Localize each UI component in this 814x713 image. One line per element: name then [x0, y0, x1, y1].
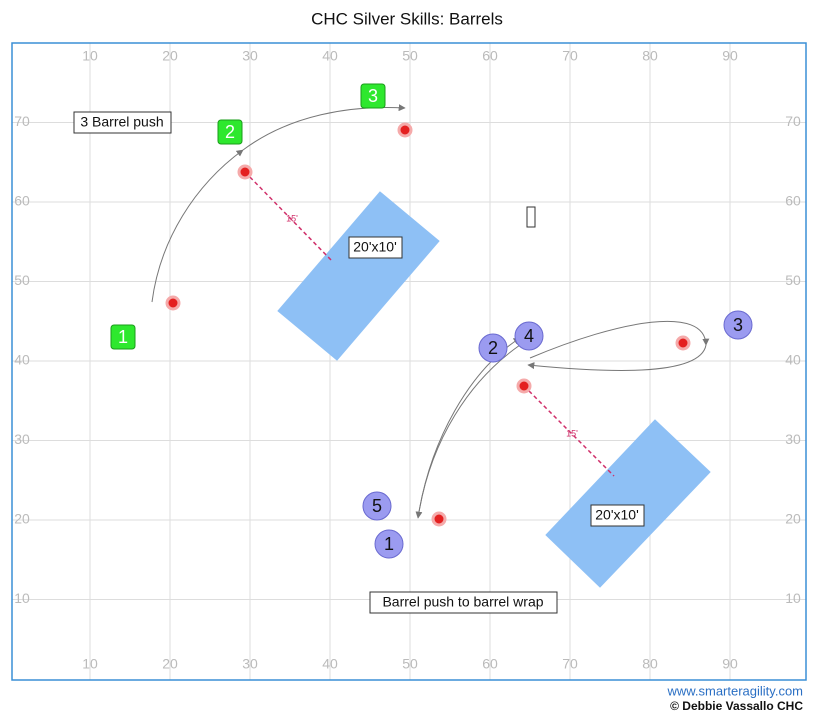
- x-label: 20: [162, 48, 178, 64]
- marker-number: 2: [488, 338, 498, 358]
- marker-number: 3: [368, 86, 378, 106]
- handler-path: [151, 149, 244, 303]
- y-label: 40: [14, 352, 30, 368]
- marker-number: 1: [384, 534, 394, 554]
- marker-number: 5: [372, 496, 382, 516]
- y-label: 30: [785, 431, 801, 447]
- x-label: 90: [722, 656, 738, 672]
- x-label: 30: [242, 48, 258, 64]
- barrel: [165, 295, 181, 311]
- marker-number: 3: [733, 315, 743, 335]
- title: CHC Silver Skills: Barrels: [311, 9, 503, 28]
- y-label: 20: [14, 511, 30, 527]
- x-label: 80: [642, 656, 658, 672]
- barrel: [516, 378, 532, 394]
- barrel: [675, 335, 691, 351]
- credit: © Debbie Vassallo CHC: [670, 699, 803, 713]
- obstacle-label-box: [590, 504, 645, 527]
- purple-marker: [514, 321, 544, 351]
- y-label: 60: [785, 193, 801, 209]
- course-label: Barrel push to barrel wrap: [382, 594, 543, 610]
- x-label: 60: [482, 48, 498, 64]
- handler-path: [417, 337, 521, 519]
- x-label: 10: [82, 656, 98, 672]
- green-marker: [217, 119, 243, 145]
- barrel: [237, 164, 253, 180]
- x-label: 60: [482, 656, 498, 672]
- barrel: [397, 122, 413, 138]
- course-label: 3 Barrel push: [80, 114, 163, 130]
- x-label: 40: [322, 656, 338, 672]
- x-label: 10: [82, 48, 98, 64]
- obstacle: [277, 191, 440, 361]
- handler-path: [527, 344, 707, 371]
- x-label: 70: [562, 48, 578, 64]
- y-label: 70: [14, 113, 30, 129]
- x-label: 80: [642, 48, 658, 64]
- purple-marker: [362, 491, 392, 521]
- y-label: 70: [785, 113, 801, 129]
- y-label: 10: [14, 590, 30, 606]
- marker-number: 2: [225, 122, 235, 142]
- x-label: 50: [402, 656, 418, 672]
- purple-marker: [723, 310, 753, 340]
- obstacle: [545, 419, 711, 588]
- barrel: [431, 511, 447, 527]
- y-label: 20: [785, 511, 801, 527]
- purple-marker: [374, 529, 404, 559]
- x-label: 50: [402, 48, 418, 64]
- y-label: 30: [14, 431, 30, 447]
- obstacle-label: 20'x10': [353, 239, 397, 255]
- marker-number: 1: [118, 327, 128, 347]
- handler-path: [529, 320, 710, 359]
- x-label: 20: [162, 656, 178, 672]
- y-label: 10: [785, 590, 801, 606]
- y-label: 40: [785, 352, 801, 368]
- handler-path: [242, 104, 406, 151]
- distance-label: 15': [286, 213, 298, 223]
- obstacle-label: 20'x10': [595, 507, 639, 523]
- x-label: 30: [242, 656, 258, 672]
- x-label: 40: [322, 48, 338, 64]
- course-label-box: [73, 111, 172, 134]
- x-label: 70: [562, 656, 578, 672]
- distance-label: 15': [566, 428, 578, 438]
- distance-line: [523, 385, 615, 477]
- green-marker: [360, 83, 386, 109]
- handler-path: [415, 344, 521, 519]
- y-label: 50: [14, 272, 30, 288]
- purple-marker: [478, 333, 508, 363]
- course-label-box: [369, 591, 558, 614]
- green-marker: [110, 324, 136, 350]
- y-label: 50: [785, 272, 801, 288]
- website: www.smarteragility.com: [666, 683, 803, 698]
- y-label: 60: [14, 193, 30, 209]
- grid: 10 10 20 20 30 30 40 40 50 50 60 60 70 70 80 80 90 90 10 10…: [12, 43, 806, 680]
- x-label: 90: [722, 48, 738, 64]
- obstacle-label-box: [348, 236, 403, 259]
- small-marker: [526, 206, 536, 228]
- marker-number: 4: [524, 326, 534, 346]
- ring-frame: [11, 42, 807, 681]
